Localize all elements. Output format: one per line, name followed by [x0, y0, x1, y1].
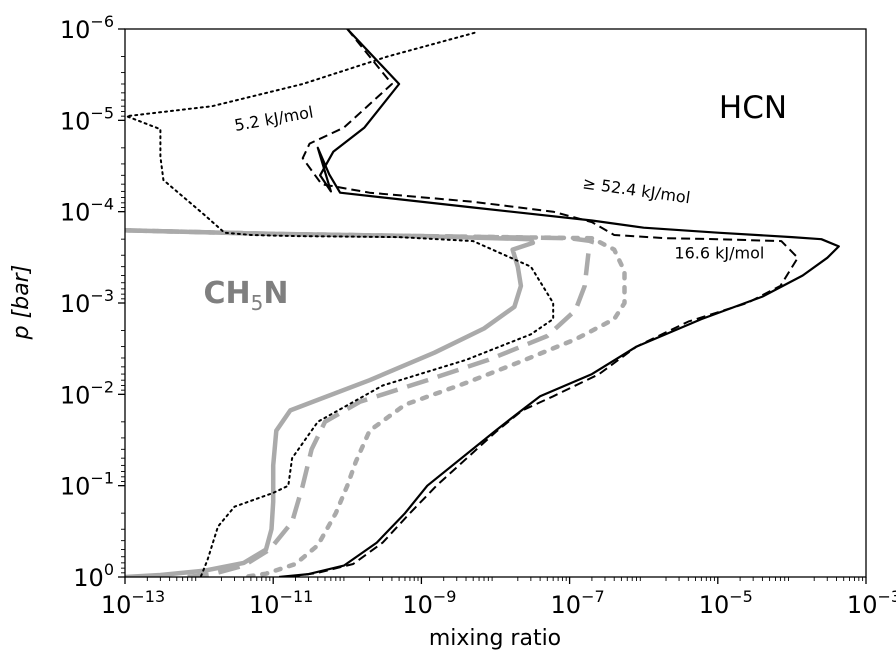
y-tick-label: 10−6 — [60, 12, 114, 44]
annotation-energy-label: 5.2 kJ/mol — [233, 102, 315, 135]
x-tick-label-exponent: −13 — [131, 587, 165, 606]
y-tick-label-exponent: −6 — [90, 12, 114, 31]
x-tick-label-base: 10 — [551, 591, 582, 619]
axis-ticks: 10−13 10−11 10−9 10−7 10−5 10−310−610−510−410… — [60, 12, 896, 619]
y-tick-label-base: 10 — [60, 107, 91, 135]
x-tick-label-base: 10 — [101, 591, 132, 619]
y-tick-label: 10−3 — [60, 286, 114, 318]
y-tick-label-exponent: −3 — [90, 286, 114, 305]
x-axis-label: mixing ratio — [429, 626, 561, 651]
series-line-hcn-dashed — [288, 29, 799, 577]
x-tick-label: 10−5 — [699, 587, 753, 619]
y-axis-label-text: p [bar] — [9, 265, 34, 341]
species-label-hcn: HCN — [719, 90, 787, 126]
plot-area: HCN CH5N 5.2 kJ/mol ≥ 52.4 kJ/mol 16.6 kJ/mo… — [124, 28, 867, 578]
y-tick-label-exponent: −5 — [90, 103, 114, 122]
y-tick-label-exponent: 0 — [104, 560, 114, 579]
x-tick-label-exponent: −5 — [729, 587, 753, 606]
y-tick-label: 10−4 — [60, 195, 114, 227]
y-axis-label: p [bar] — [9, 265, 34, 341]
x-tick-label-exponent: −7 — [581, 587, 605, 606]
annotation-energy-label: 16.6 kJ/mol — [674, 243, 764, 262]
y-tick-label: 100 — [73, 560, 114, 592]
x-tick-label-base: 10 — [402, 591, 433, 619]
y-tick-label-base: 10 — [60, 290, 91, 318]
x-tick-label-base: 10 — [847, 591, 878, 619]
x-tick-label-exponent: −9 — [433, 587, 457, 606]
x-tick-label: 10−13 — [101, 587, 165, 619]
series-line-ch5n-dotted — [125, 228, 627, 577]
x-tick-label: 10−3 — [847, 587, 896, 619]
y-tick-label-exponent: −4 — [90, 195, 114, 214]
species-label-ch5n-subscript: 5 — [251, 291, 264, 315]
y-tick-label-base: 10 — [60, 16, 91, 44]
x-tick-label: 10−9 — [402, 587, 456, 619]
y-tick-label: 10−2 — [60, 377, 114, 409]
y-tick-label-base: 10 — [60, 381, 91, 409]
x-tick-label: 10−11 — [249, 587, 313, 619]
x-tick-label-base: 10 — [699, 591, 730, 619]
series-line-hcn-solid — [278, 29, 840, 577]
species-label-ch5n-part: CH — [204, 276, 251, 311]
y-tick-label: 10−5 — [60, 103, 114, 135]
y-tick-label: 10−1 — [60, 469, 114, 501]
series-line-hcn-dotted — [125, 31, 555, 577]
y-tick-label-base: 10 — [60, 473, 91, 501]
y-tick-label-base: 10 — [60, 199, 91, 227]
x-tick-label-exponent: −3 — [877, 587, 896, 606]
x-tick-label: 10−7 — [551, 587, 605, 619]
y-tick-label-exponent: −1 — [90, 469, 114, 488]
y-tick-label-exponent: −2 — [90, 377, 114, 396]
x-tick-label-exponent: −11 — [280, 587, 314, 606]
y-tick-label-base: 10 — [73, 564, 104, 592]
annotation-energy-label: ≥ 52.4 kJ/mol — [581, 173, 691, 207]
x-tick-label-base: 10 — [249, 591, 280, 619]
species-label-ch5n: CH5N — [204, 276, 289, 315]
axis-labels: mixing ratio p [bar] — [9, 265, 561, 651]
species-label-ch5n-part: N — [263, 276, 288, 311]
